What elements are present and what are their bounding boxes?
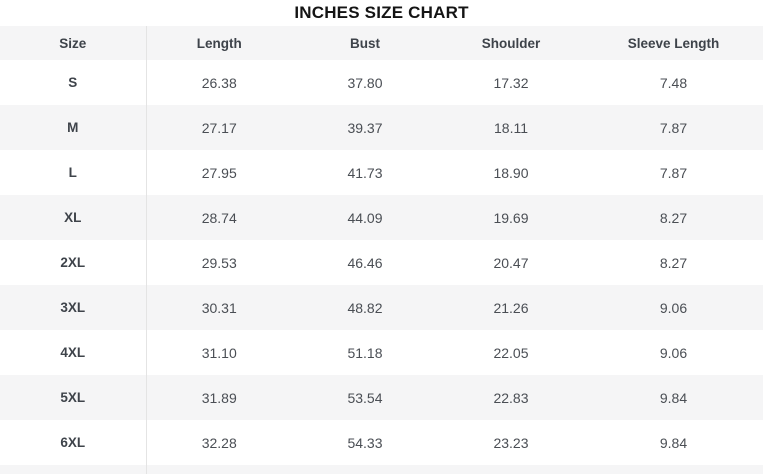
table-row: L 27.95 41.73 18.90 7.87 xyxy=(0,150,763,195)
value-cell: 31.10 xyxy=(146,330,292,375)
value-cell: 9.06 xyxy=(584,330,763,375)
value-cell: 31.89 xyxy=(146,375,292,420)
column-header-shoulder: Shoulder xyxy=(438,26,584,60)
size-cell: S xyxy=(0,60,147,105)
table-row: XL 28.74 44.09 19.69 8.27 xyxy=(0,195,763,240)
size-cell: 3XL xyxy=(0,285,147,330)
value-cell: 18.90 xyxy=(438,150,584,195)
value-cell: 18.11 xyxy=(438,105,584,150)
header-row: Size Length Bust Shoulder Sleeve Length xyxy=(0,26,763,60)
value-cell: 37.80 xyxy=(292,60,438,105)
size-table: Size Length Bust Shoulder Sleeve Length … xyxy=(0,26,763,465)
value-cell: 28.74 xyxy=(146,195,292,240)
value-cell: 32.28 xyxy=(146,420,292,465)
value-cell: 29.53 xyxy=(146,240,292,285)
value-cell: 22.83 xyxy=(438,375,584,420)
value-cell: 8.27 xyxy=(584,240,763,285)
value-cell: 41.73 xyxy=(292,150,438,195)
column-header-size: Size xyxy=(0,26,147,60)
table-row: 4XL 31.10 51.18 22.05 9.06 xyxy=(0,330,763,375)
table-row: 2XL 29.53 46.46 20.47 8.27 xyxy=(0,240,763,285)
value-cell: 39.37 xyxy=(292,105,438,150)
value-cell: 7.87 xyxy=(584,105,763,150)
value-cell: 51.18 xyxy=(292,330,438,375)
value-cell: 20.47 xyxy=(438,240,584,285)
column-header-bust: Bust xyxy=(292,26,438,60)
table-bottom-strip xyxy=(0,465,763,474)
table-row: M 27.17 39.37 18.11 7.87 xyxy=(0,105,763,150)
value-cell: 21.26 xyxy=(438,285,584,330)
column-header-sleeve-length: Sleeve Length xyxy=(584,26,763,60)
value-cell: 44.09 xyxy=(292,195,438,240)
value-cell: 23.23 xyxy=(438,420,584,465)
size-cell: 4XL xyxy=(0,330,147,375)
table-row: 6XL 32.28 54.33 23.23 9.84 xyxy=(0,420,763,465)
size-cell: 6XL xyxy=(0,420,147,465)
value-cell: 9.84 xyxy=(584,420,763,465)
value-cell: 8.27 xyxy=(584,195,763,240)
table-row: 5XL 31.89 53.54 22.83 9.84 xyxy=(0,375,763,420)
value-cell: 30.31 xyxy=(146,285,292,330)
value-cell: 53.54 xyxy=(292,375,438,420)
table-row: S 26.38 37.80 17.32 7.48 xyxy=(0,60,763,105)
value-cell: 48.82 xyxy=(292,285,438,330)
value-cell: 27.95 xyxy=(146,150,292,195)
value-cell: 19.69 xyxy=(438,195,584,240)
value-cell: 17.32 xyxy=(438,60,584,105)
value-cell: 9.84 xyxy=(584,375,763,420)
value-cell: 9.06 xyxy=(584,285,763,330)
value-cell: 7.48 xyxy=(584,60,763,105)
size-cell: 2XL xyxy=(0,240,147,285)
table-row: 3XL 30.31 48.82 21.26 9.06 xyxy=(0,285,763,330)
value-cell: 46.46 xyxy=(292,240,438,285)
size-cell: XL xyxy=(0,195,147,240)
value-cell: 26.38 xyxy=(146,60,292,105)
value-cell: 7.87 xyxy=(584,150,763,195)
column-header-length: Length xyxy=(146,26,292,60)
size-cell: M xyxy=(0,105,147,150)
value-cell: 27.17 xyxy=(146,105,292,150)
page-title: INCHES SIZE CHART xyxy=(294,3,469,22)
value-cell: 54.33 xyxy=(292,420,438,465)
table-body: S 26.38 37.80 17.32 7.48 M 27.17 39.37 18.11 7.87… xyxy=(0,60,763,465)
value-cell: 22.05 xyxy=(438,330,584,375)
size-cell: L xyxy=(0,150,147,195)
size-cell: 5XL xyxy=(0,375,147,420)
